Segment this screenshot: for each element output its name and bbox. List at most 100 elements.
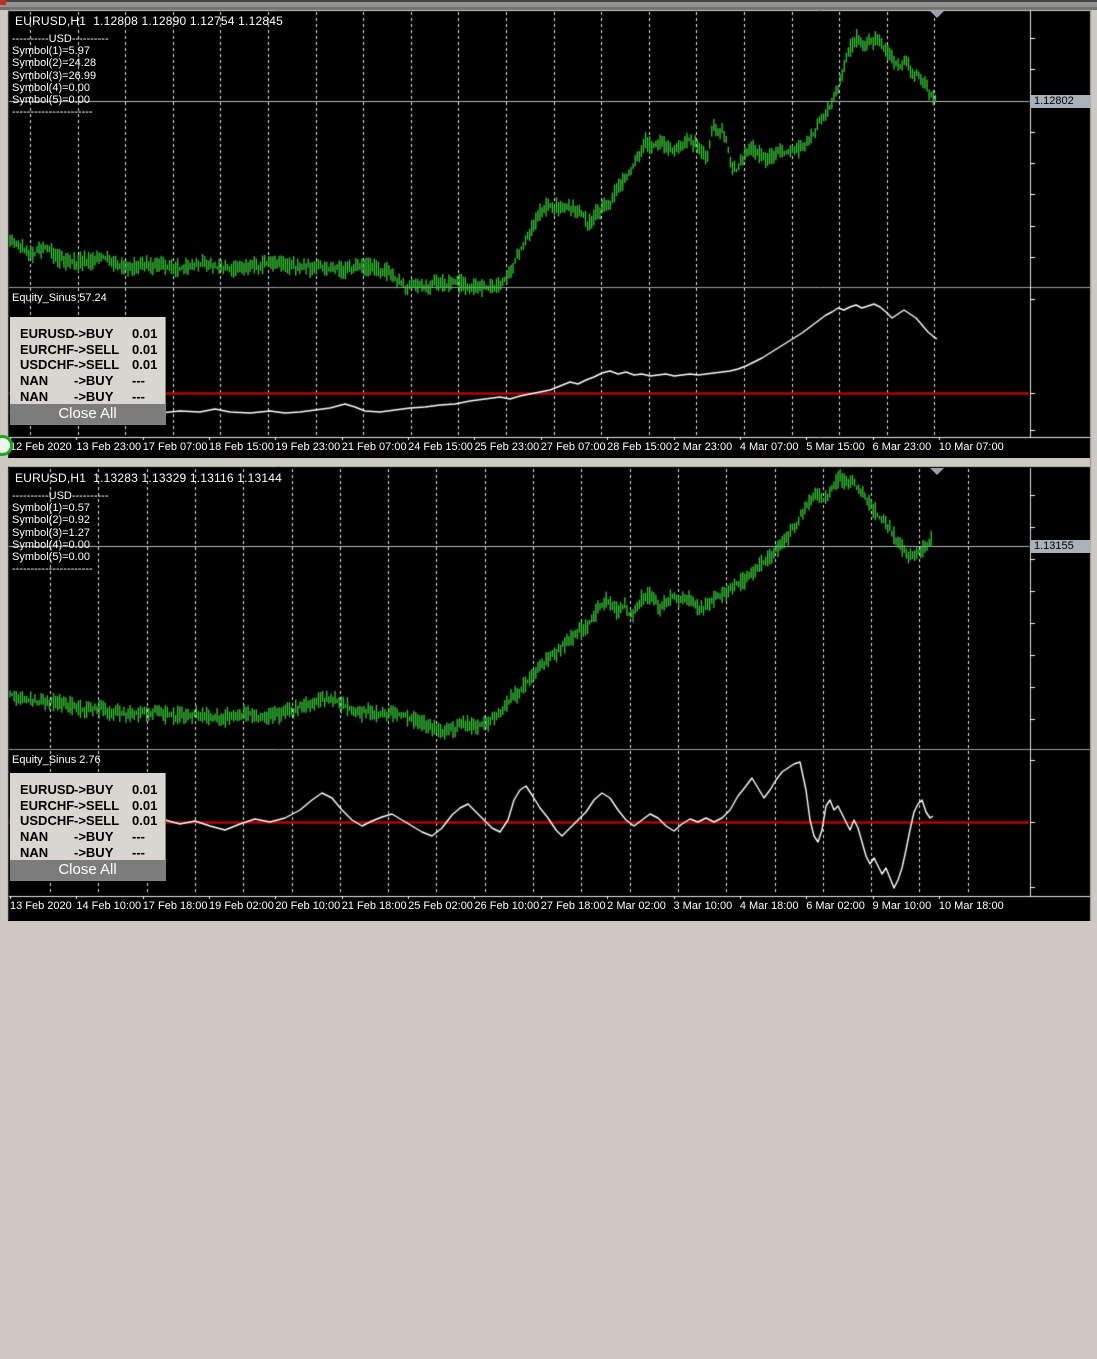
time-axis-label: 24 Feb 15:00: [408, 441, 473, 453]
time-axis[interactable]: 13 Feb 2020 14 Feb 10:00 17 Feb 18:00 19 Fe…: [8, 897, 1090, 919]
position-row: EURCHF ->SELL 0.01: [10, 342, 165, 358]
time-axis-label: 12 Feb 2020: [10, 441, 72, 453]
time-axis[interactable]: 12 Feb 2020 13 Feb 23:00 17 Feb 07:00 18 Fe…: [8, 438, 1090, 460]
comment-line: ----------USD----------: [12, 33, 109, 45]
comment-line: Symbol(4)=0.00: [12, 81, 90, 94]
time-axis-label: 10 Mar 18:00: [938, 900, 1004, 912]
comment-line: ----------------------: [12, 563, 93, 576]
time-axis-label: 6 Mar 23:00: [872, 441, 932, 453]
positions-list: EURUSD ->BUY 0.01 EURCHF ->SELL 0.01 USDCHF ->S…: [10, 317, 165, 404]
time-axis-label: 14 Feb 10:00: [76, 900, 142, 912]
chart-canvas[interactable]: [0, 0, 1097, 921]
metatrader-workspace: { "colors":{"bar_green":"#37c837","equit…: [0, 0, 1097, 921]
position-action: ->BUY: [74, 326, 114, 342]
position-row: NAN ->BUY ---: [10, 373, 165, 389]
time-axis-label: 25 Feb 23:00: [474, 441, 540, 453]
position-symbol: NAN: [20, 373, 49, 389]
chart-shift-marker-icon: [930, 11, 944, 18]
position-row: NAN ->BUY ---: [10, 844, 165, 860]
time-axis-label: 17 Feb 07:00: [142, 441, 208, 453]
position-row: USDCHF ->SELL 0.01: [10, 813, 165, 829]
position-row: USDCHF ->SELL 0.01: [10, 357, 165, 373]
position-symbol: USDCHF: [20, 357, 75, 373]
comment-line: Symbol(1)=5.97: [12, 45, 90, 58]
position-action: ->BUY: [74, 844, 114, 860]
position-action: ->SELL: [74, 797, 120, 813]
time-axis-label: 18 Feb 15:00: [209, 441, 274, 453]
comment-line: Symbol(1)=0.57: [12, 502, 90, 515]
price-scale[interactable]: 1.145301.136651.119351.110701.102051.093…: [1030, 10, 1090, 458]
position-lots: 0.01: [132, 341, 158, 357]
time-axis-label: 27 Feb 07:00: [540, 441, 606, 453]
close-all-button[interactable]: Close All: [10, 859, 165, 880]
comment-line: Symbol(5)=0.00: [12, 551, 90, 564]
current-price-box: 1.13155: [1031, 540, 1091, 553]
position-symbol: EURCHF: [20, 341, 75, 357]
close-all-button[interactable]: Close All: [10, 403, 165, 424]
position-row: NAN ->BUY ---: [10, 388, 165, 404]
comment-line: Symbol(2)=24.28: [12, 57, 97, 70]
position-action: ->SELL: [74, 341, 120, 357]
minimized-chart-icon[interactable]: [0, 435, 13, 456]
position-row: EURUSD ->BUY 0.01: [10, 782, 165, 798]
time-axis-label: 17 Feb 18:00: [142, 900, 208, 912]
price-scale[interactable]: 1.145301.136651.128001.119351.110701.102…: [1030, 466, 1090, 921]
comment-line: ----------USD----------: [12, 490, 109, 502]
position-lots: ---: [132, 373, 145, 389]
position-symbol: USDCHF: [20, 813, 75, 829]
time-axis-label: 27 Feb 18:00: [540, 900, 606, 912]
position-action: ->SELL: [74, 357, 120, 373]
comment-line: Symbol(3)=26.99: [12, 69, 97, 82]
position-lots: ---: [132, 829, 145, 845]
current-price-box: 1.12802: [1031, 95, 1091, 108]
time-axis-label: 9 Mar 10:00: [872, 900, 932, 912]
corner-fragment-icon: [0, 0, 6, 5]
position-row: EURUSD ->BUY 0.01: [10, 326, 165, 342]
positions-list: EURUSD ->BUY 0.01 EURCHF ->SELL 0.01 USDCHF ->S…: [10, 773, 165, 860]
position-symbol: EURUSD: [20, 782, 75, 798]
comment-block: ----------USD---------- Symbol(1)=0.57 Sym…: [12, 490, 109, 575]
position-lots: 0.01: [132, 326, 158, 342]
position-lots: 0.01: [132, 797, 158, 813]
time-axis-label: 13 Feb 2020: [10, 900, 72, 912]
comment-line: ----------------------: [12, 106, 93, 119]
chart-title: EURUSD,H1 1.12808 1.12890 1.12754 1.1284…: [15, 14, 283, 28]
position-symbol: NAN: [20, 829, 49, 845]
time-axis-label: 19 Feb 02:00: [209, 900, 274, 912]
position-action: ->BUY: [74, 373, 114, 389]
time-axis-label: 4 Mar 18:00: [739, 900, 799, 912]
time-axis-label: 26 Feb 10:00: [474, 900, 540, 912]
position-lots: 0.01: [132, 782, 158, 798]
comment-line: Symbol(3)=1.27: [12, 526, 90, 539]
time-axis-label: 2 Mar 23:00: [673, 441, 733, 453]
trade-panel: EURUSD ->BUY 0.01 EURCHF ->SELL 0.01 USDCHF ->S…: [10, 317, 166, 425]
time-axis-label: 5 Mar 15:00: [806, 441, 865, 453]
time-axis-label: 25 Feb 02:00: [408, 900, 473, 912]
position-symbol: EURCHF: [20, 797, 75, 813]
comment-line: Symbol(5)=0.00: [12, 94, 90, 107]
position-row: EURCHF ->SELL 0.01: [10, 798, 165, 814]
comment-line: Symbol(4)=0.00: [12, 538, 90, 551]
trade-panel: EURUSD ->BUY 0.01 EURCHF ->SELL 0.01 USDCHF ->S…: [10, 773, 166, 881]
position-lots: ---: [132, 844, 145, 860]
position-action: ->SELL: [74, 813, 120, 829]
time-axis-label: 21 Feb 07:00: [341, 441, 407, 453]
chart-shift-marker-icon: [930, 468, 944, 475]
comment-line: Symbol(2)=0.92: [12, 514, 90, 527]
time-axis-label: 4 Mar 07:00: [739, 441, 799, 453]
chart-title: EURUSD,H1 1.13283 1.13329 1.13116 1.1314…: [15, 471, 283, 485]
position-symbol: EURUSD: [20, 326, 75, 342]
position-lots: 0.01: [132, 813, 158, 829]
comment-block: ----------USD---------- Symbol(1)=5.97 Sym…: [12, 33, 109, 118]
indicator-label: Equity_Sinus 57.24: [12, 292, 107, 304]
time-axis-label: 13 Feb 23:00: [76, 441, 142, 453]
position-action: ->BUY: [74, 829, 114, 845]
time-axis-label: 20 Feb 10:00: [275, 900, 341, 912]
indicator-label: Equity_Sinus 2.76: [12, 754, 101, 766]
time-axis-label: 3 Mar 10:00: [673, 900, 733, 912]
time-axis-label: 10 Mar 07:00: [938, 441, 1004, 453]
time-axis-label: 28 Feb 15:00: [607, 441, 672, 453]
position-lots: 0.01: [132, 357, 158, 373]
position-row: NAN ->BUY ---: [10, 829, 165, 845]
time-axis-label: 21 Feb 18:00: [341, 900, 407, 912]
